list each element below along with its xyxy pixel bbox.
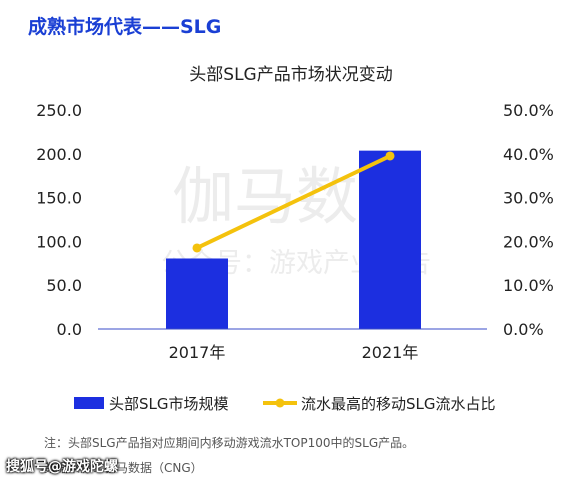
right-tick-label: 20.0% (503, 232, 554, 251)
left-tick-label: 50.0 (46, 276, 82, 295)
left-tick-label: 200.0 (36, 145, 82, 164)
bar-1 (359, 150, 421, 329)
line-series (192, 151, 395, 253)
page-heading: 成熟市场代表——SLG (28, 16, 222, 38)
bar-series (166, 150, 421, 329)
left-tick-label: 0.0 (57, 320, 82, 339)
right-tick-label: 50.0% (503, 101, 554, 120)
legend-line-label: 流水最高的移动SLG流水占比 (301, 395, 496, 413)
right-tick-label: 10.0% (503, 276, 554, 295)
right-axis-ticks: 0.0% 10.0% 20.0% 30.0% 40.0% 50.0% (503, 101, 554, 339)
legend-bar-label: 头部SLG市场规模 (109, 395, 229, 413)
legend-bar-swatch (74, 397, 104, 409)
x-tick-label: 2021年 (362, 343, 419, 362)
left-tick-label: 150.0 (36, 189, 82, 208)
line-point-0 (192, 243, 202, 253)
left-tick-label: 100.0 (36, 232, 82, 251)
x-tick-label: 2017年 (169, 343, 226, 362)
chart-title: 头部SLG产品市场状况变动 (189, 65, 393, 85)
bar-0 (166, 258, 228, 329)
footnote: 注：头部SLG产品指对应期间内移动游戏流水TOP100中的SLG产品。 (44, 436, 415, 450)
source-note: 数据来源：伽马数据（CNG） (44, 461, 203, 475)
x-axis-ticks: 2017年 2021年 (169, 343, 419, 362)
legend-line-marker (275, 398, 285, 408)
line-point-1 (385, 151, 395, 161)
right-tick-label: 0.0% (503, 320, 544, 339)
left-tick-label: 250.0 (36, 101, 82, 120)
right-tick-label: 40.0% (503, 145, 554, 164)
left-axis-ticks: 0.0 50.0 100.0 150.0 200.0 250.0 (36, 101, 82, 339)
legend: 头部SLG市场规模 流水最高的移动SLG流水占比 (74, 395, 496, 413)
footer-watermark: 搜狐号@游戏陀螺 (6, 459, 118, 475)
right-tick-label: 30.0% (503, 189, 554, 208)
line-path (195, 153, 392, 250)
